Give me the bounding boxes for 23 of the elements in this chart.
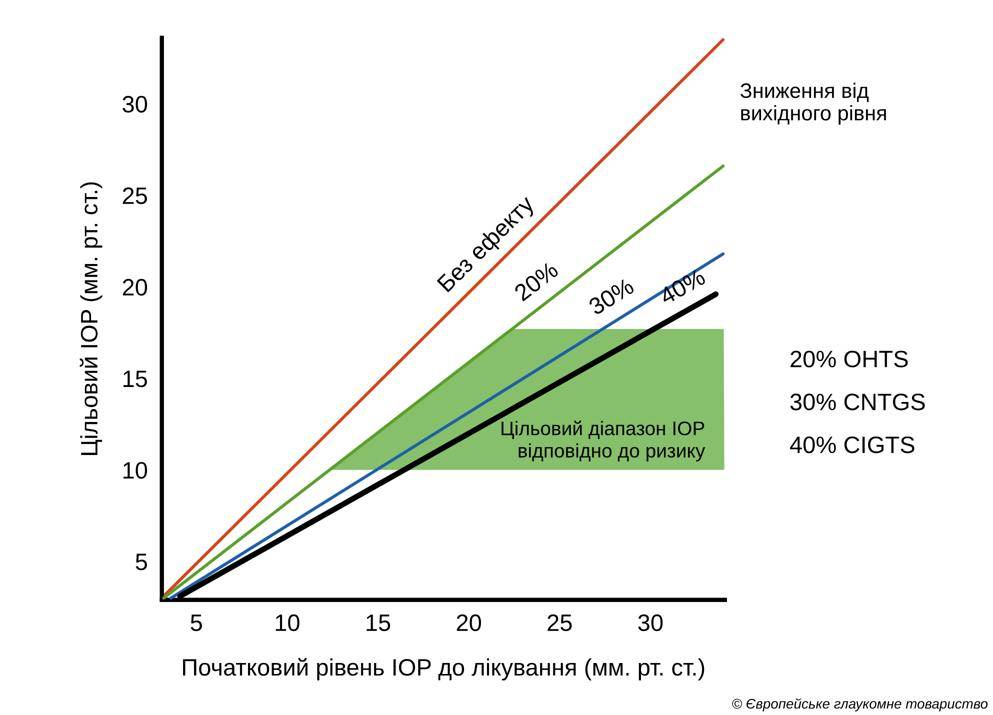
x-tick-label: 30: [638, 614, 663, 632]
y-tick-label: 30: [122, 96, 148, 113]
x-tick-label: 10: [276, 614, 300, 632]
x-tick-label: 20: [456, 614, 482, 632]
x-tick-label: 15: [366, 614, 390, 632]
y-tick-label: 20: [122, 278, 148, 296]
band-label: Цільовий діапазон IOP відповідно до ризику: [502, 420, 706, 462]
y-tick-label: 5: [136, 554, 147, 570]
text: 30% CNTGS: [790, 394, 925, 410]
y-tick-label: 25: [122, 187, 147, 204]
x-axis-title: Початковий рівень IOP до лікування (мм. рт. ст.): [183, 658, 704, 680]
text: © Європейське глаукомне товариство: [732, 698, 988, 712]
text: 20%: [513, 260, 560, 302]
text: 40%: [658, 268, 706, 306]
text: 40% CIGTS: [790, 436, 914, 454]
x-tick-label: 25: [548, 614, 572, 632]
text: 20% OHTS: [790, 350, 908, 368]
y-tick-label: 15: [124, 370, 147, 388]
y-axis-title: Цільовий IOP (мм. рт. ст.): [80, 182, 102, 455]
x-tick-label: 5: [190, 614, 202, 632]
text: Зниження від вихідного рівня: [740, 82, 886, 125]
y-tick-label: 10: [124, 462, 148, 479]
text: 30%: [588, 277, 636, 316]
